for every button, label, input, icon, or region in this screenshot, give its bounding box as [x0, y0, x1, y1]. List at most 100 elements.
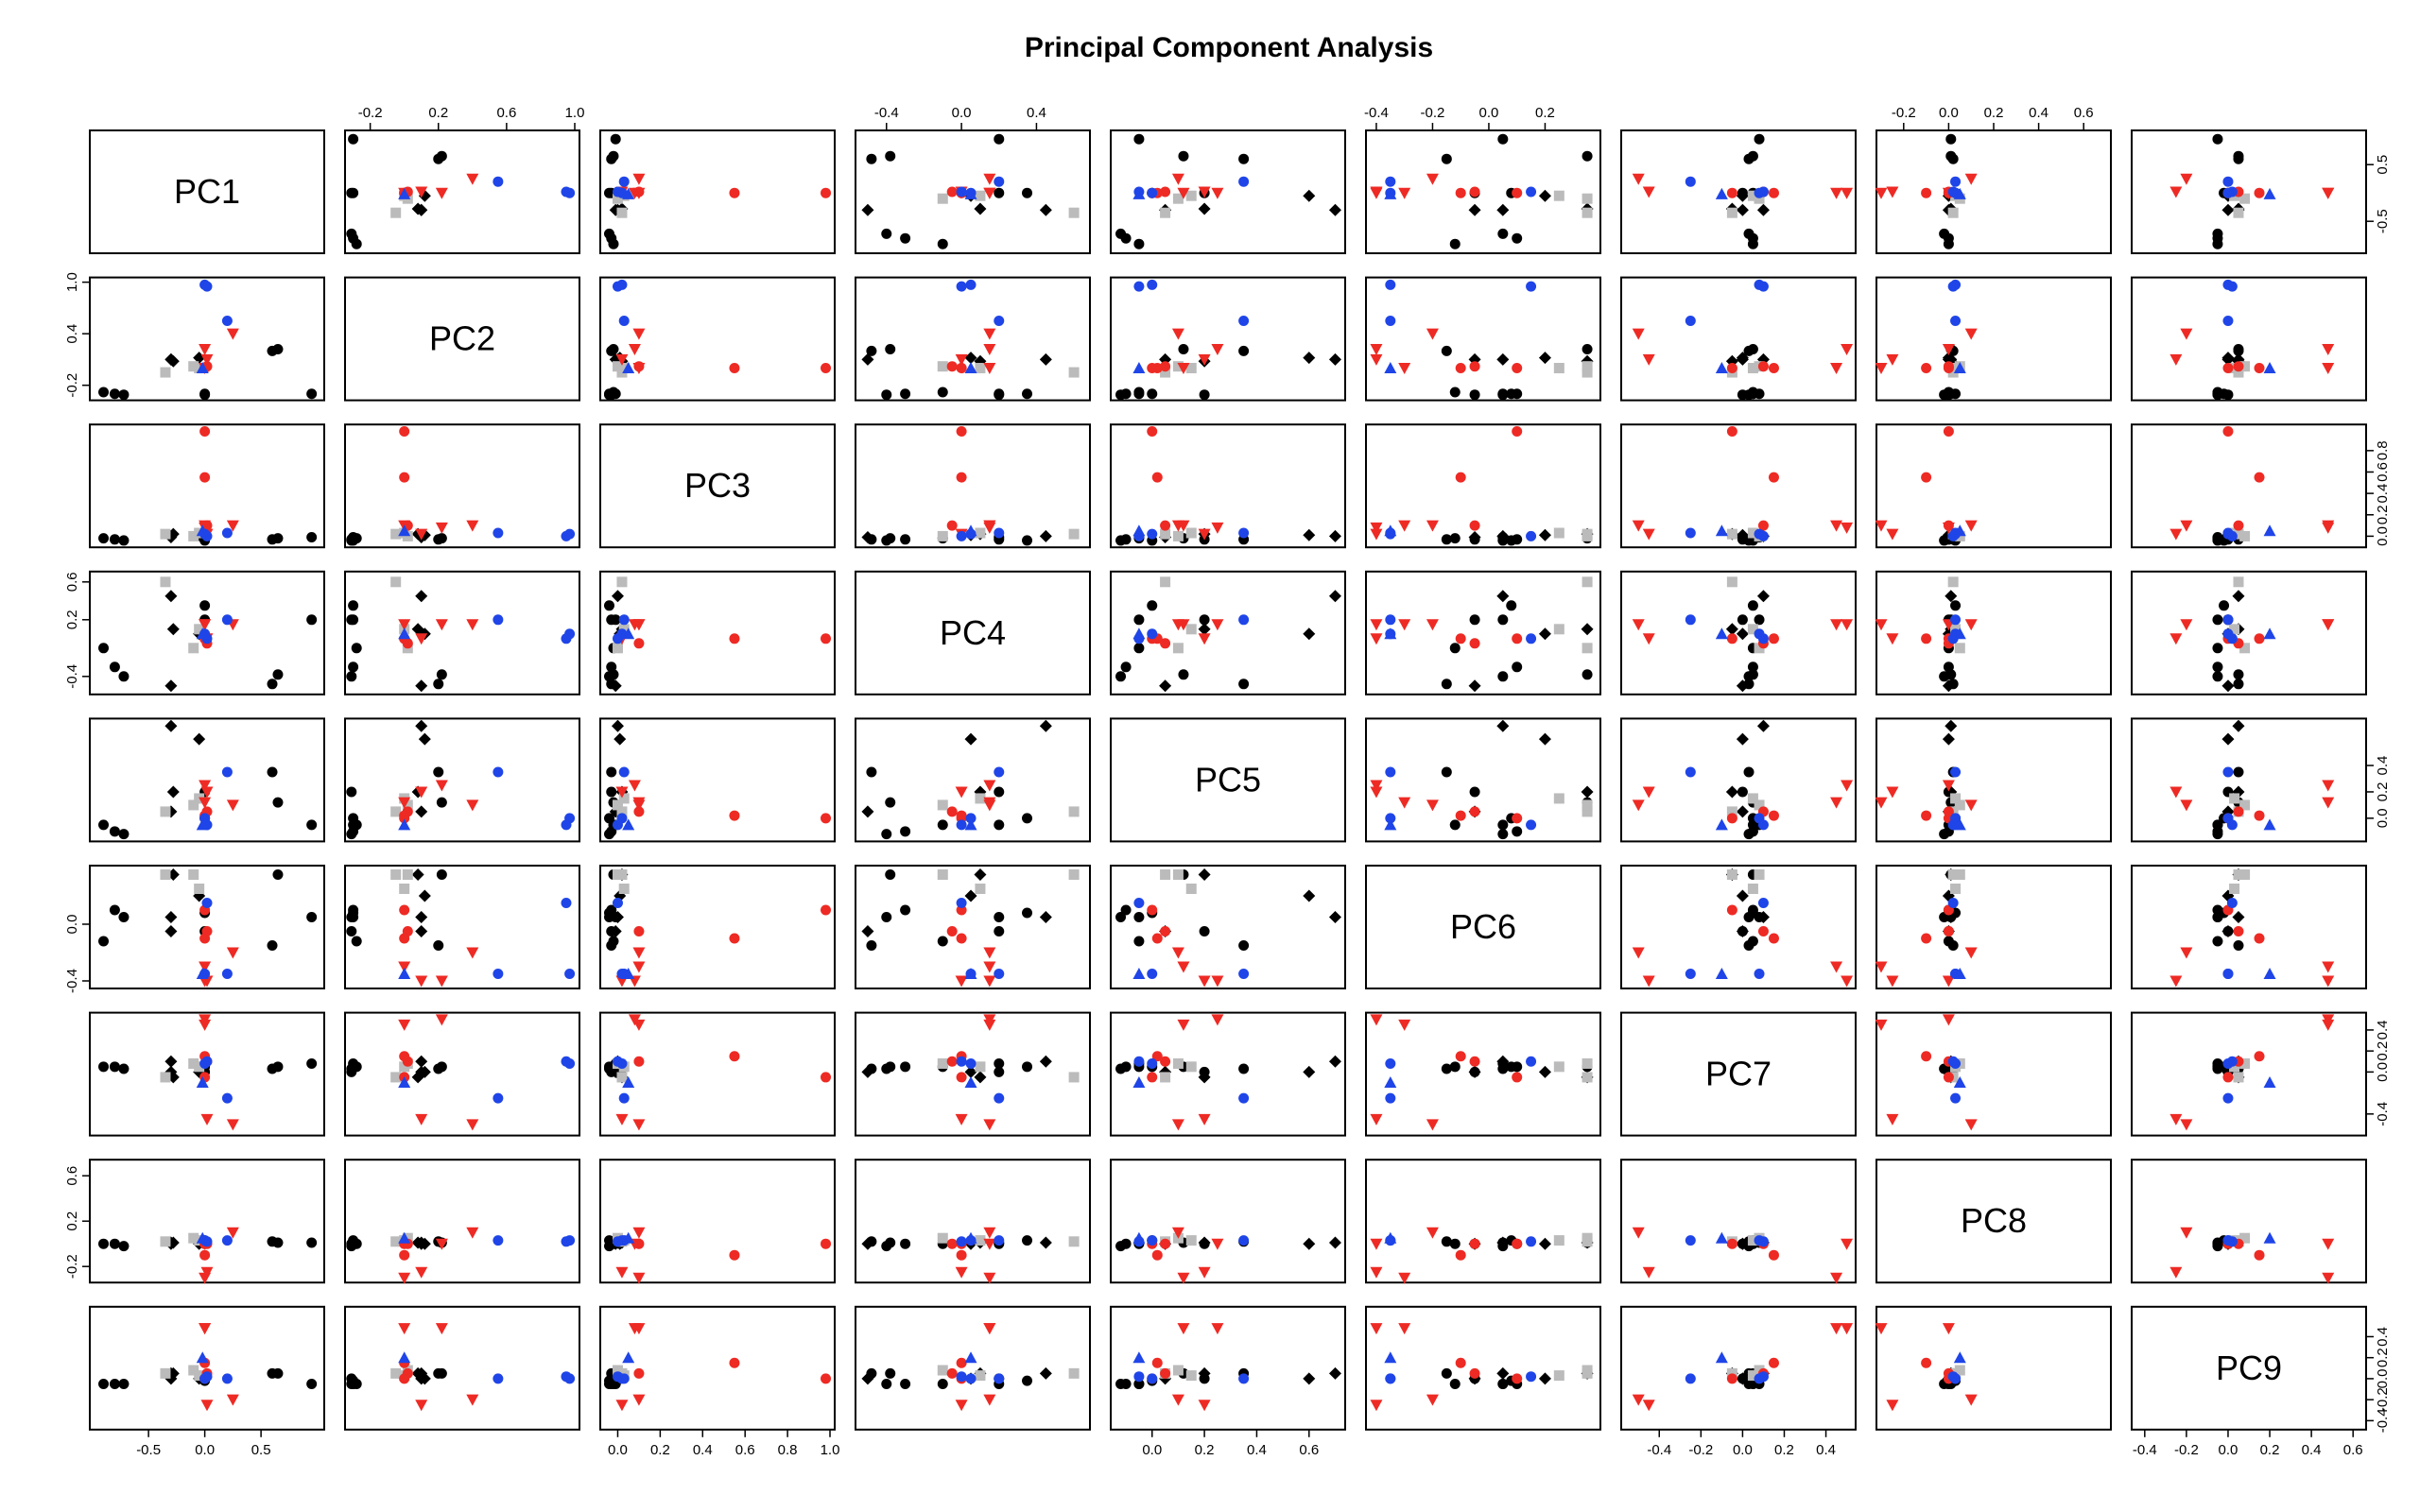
panel-pc6-vs-pc9 — [2131, 865, 2367, 989]
scatter-point — [1147, 279, 1158, 290]
scatter-point — [221, 1092, 233, 1104]
scatter-point — [612, 869, 623, 880]
scatter-point — [1172, 530, 1184, 541]
scatter-point — [118, 1378, 130, 1389]
scatter-point — [983, 799, 996, 812]
panel-pc2-vs-pc9 — [2131, 276, 2367, 402]
scatter-point — [2263, 627, 2276, 640]
scatter-point — [418, 889, 431, 902]
scatter-point — [272, 533, 284, 544]
panel-frame — [89, 865, 325, 989]
scatter-point — [821, 633, 832, 644]
panel-pc7-vs-pc3 — [599, 1011, 836, 1137]
scatter-point — [1160, 520, 1171, 531]
scatter-point — [1830, 1272, 1843, 1284]
scatter-point — [1726, 363, 1737, 374]
scatter-point — [1632, 173, 1645, 185]
scatter-point — [1632, 799, 1645, 812]
scatter-point — [1538, 528, 1551, 541]
scatter-point — [2212, 819, 2223, 831]
scatter-point — [226, 1227, 239, 1239]
scatter-point — [1747, 662, 1758, 673]
scatter-point — [946, 361, 958, 372]
scatter-point — [937, 819, 948, 831]
scatter-point — [160, 869, 171, 880]
tick-label: 0.5 — [2375, 155, 2391, 175]
scatter-point — [1133, 133, 1145, 145]
scatter-point — [1875, 363, 1888, 375]
scatter-point — [821, 363, 832, 374]
scatter-point — [1841, 619, 1854, 631]
scatter-point — [390, 1072, 402, 1083]
scatter-point — [1943, 926, 1954, 936]
scatter-point — [1469, 389, 1480, 401]
scatter-point — [1185, 884, 1197, 894]
panel-frame — [2131, 570, 2367, 696]
scatter-point — [1512, 826, 1523, 837]
scatter-point — [1385, 279, 1396, 290]
tick-label: -0.2 — [1892, 105, 1916, 121]
scatter-point — [994, 1373, 1005, 1384]
scatter-point — [1736, 352, 1749, 365]
scatter-point — [1303, 189, 1316, 202]
scatter-point — [1736, 925, 1749, 937]
scatter-point — [956, 1056, 967, 1067]
scatter-point — [1886, 633, 1899, 645]
scatter-point — [1426, 1119, 1439, 1131]
tick-label: -0.2 — [1421, 105, 1445, 121]
scatter-point — [2322, 344, 2335, 356]
scatter-point — [611, 590, 624, 603]
scatter-point — [1768, 187, 1779, 198]
scatter-point — [1947, 186, 1959, 198]
scatter-point — [729, 1051, 740, 1062]
panel-pc7-vs-pc4 — [855, 1011, 1091, 1137]
scatter-point — [118, 1241, 130, 1252]
panel-pc9-vs-pc2 — [344, 1305, 580, 1431]
scatter-point — [1151, 1357, 1163, 1368]
scatter-point — [975, 190, 986, 201]
scatter-point — [606, 614, 617, 626]
scatter-point — [1426, 1394, 1439, 1406]
tick-label: 0.0 — [1939, 105, 1959, 121]
scatter-point — [1385, 813, 1396, 824]
scatter-point — [861, 1237, 874, 1250]
panel-pc2-vs-pc2: PC2 — [344, 276, 580, 402]
scatter-point — [164, 719, 178, 732]
scatter-point — [1198, 202, 1211, 215]
scatter-point — [1715, 362, 1728, 374]
scatter-point — [956, 1249, 967, 1261]
top-axis-pc8: -0.2 0.0 0.2 0.4 0.6 — [1892, 105, 2094, 130]
scatter-point — [1768, 363, 1779, 374]
scatter-point — [1147, 1072, 1158, 1083]
scatter-point — [2263, 524, 2276, 537]
scatter-point — [200, 786, 214, 799]
scatter-point — [1747, 624, 1758, 635]
scatter-point — [2322, 1272, 2335, 1284]
scatter-point — [1199, 389, 1210, 401]
scatter-point — [1950, 793, 1962, 804]
panel-frame — [1110, 570, 1346, 696]
scatter-point — [1238, 316, 1250, 327]
scatter-point — [956, 810, 967, 821]
scatter-point — [1426, 328, 1439, 340]
scatter-point — [1398, 520, 1411, 532]
scatter-point — [1468, 531, 1481, 544]
panel-frame — [1110, 1305, 1346, 1431]
scatter-point — [1943, 361, 1954, 372]
panel-frame — [599, 423, 836, 549]
tick-label: 0.0 — [195, 1442, 215, 1458]
scatter-point — [946, 186, 958, 198]
scatter-point — [1160, 361, 1171, 372]
scatter-point — [1449, 819, 1461, 831]
scatter-point — [956, 1236, 967, 1247]
scatter-point — [1115, 671, 1127, 682]
left-axis-pc4: -0.4 0.2 0.6 — [64, 572, 90, 689]
scatter-point — [983, 947, 996, 959]
scatter-point — [1506, 535, 1517, 546]
scatter-point — [109, 662, 120, 673]
scatter-point — [1132, 1075, 1146, 1088]
scatter-point — [1238, 1092, 1250, 1104]
scatter-point — [1875, 520, 1888, 532]
scatter-point — [1133, 388, 1145, 400]
scatter-point — [821, 813, 832, 824]
